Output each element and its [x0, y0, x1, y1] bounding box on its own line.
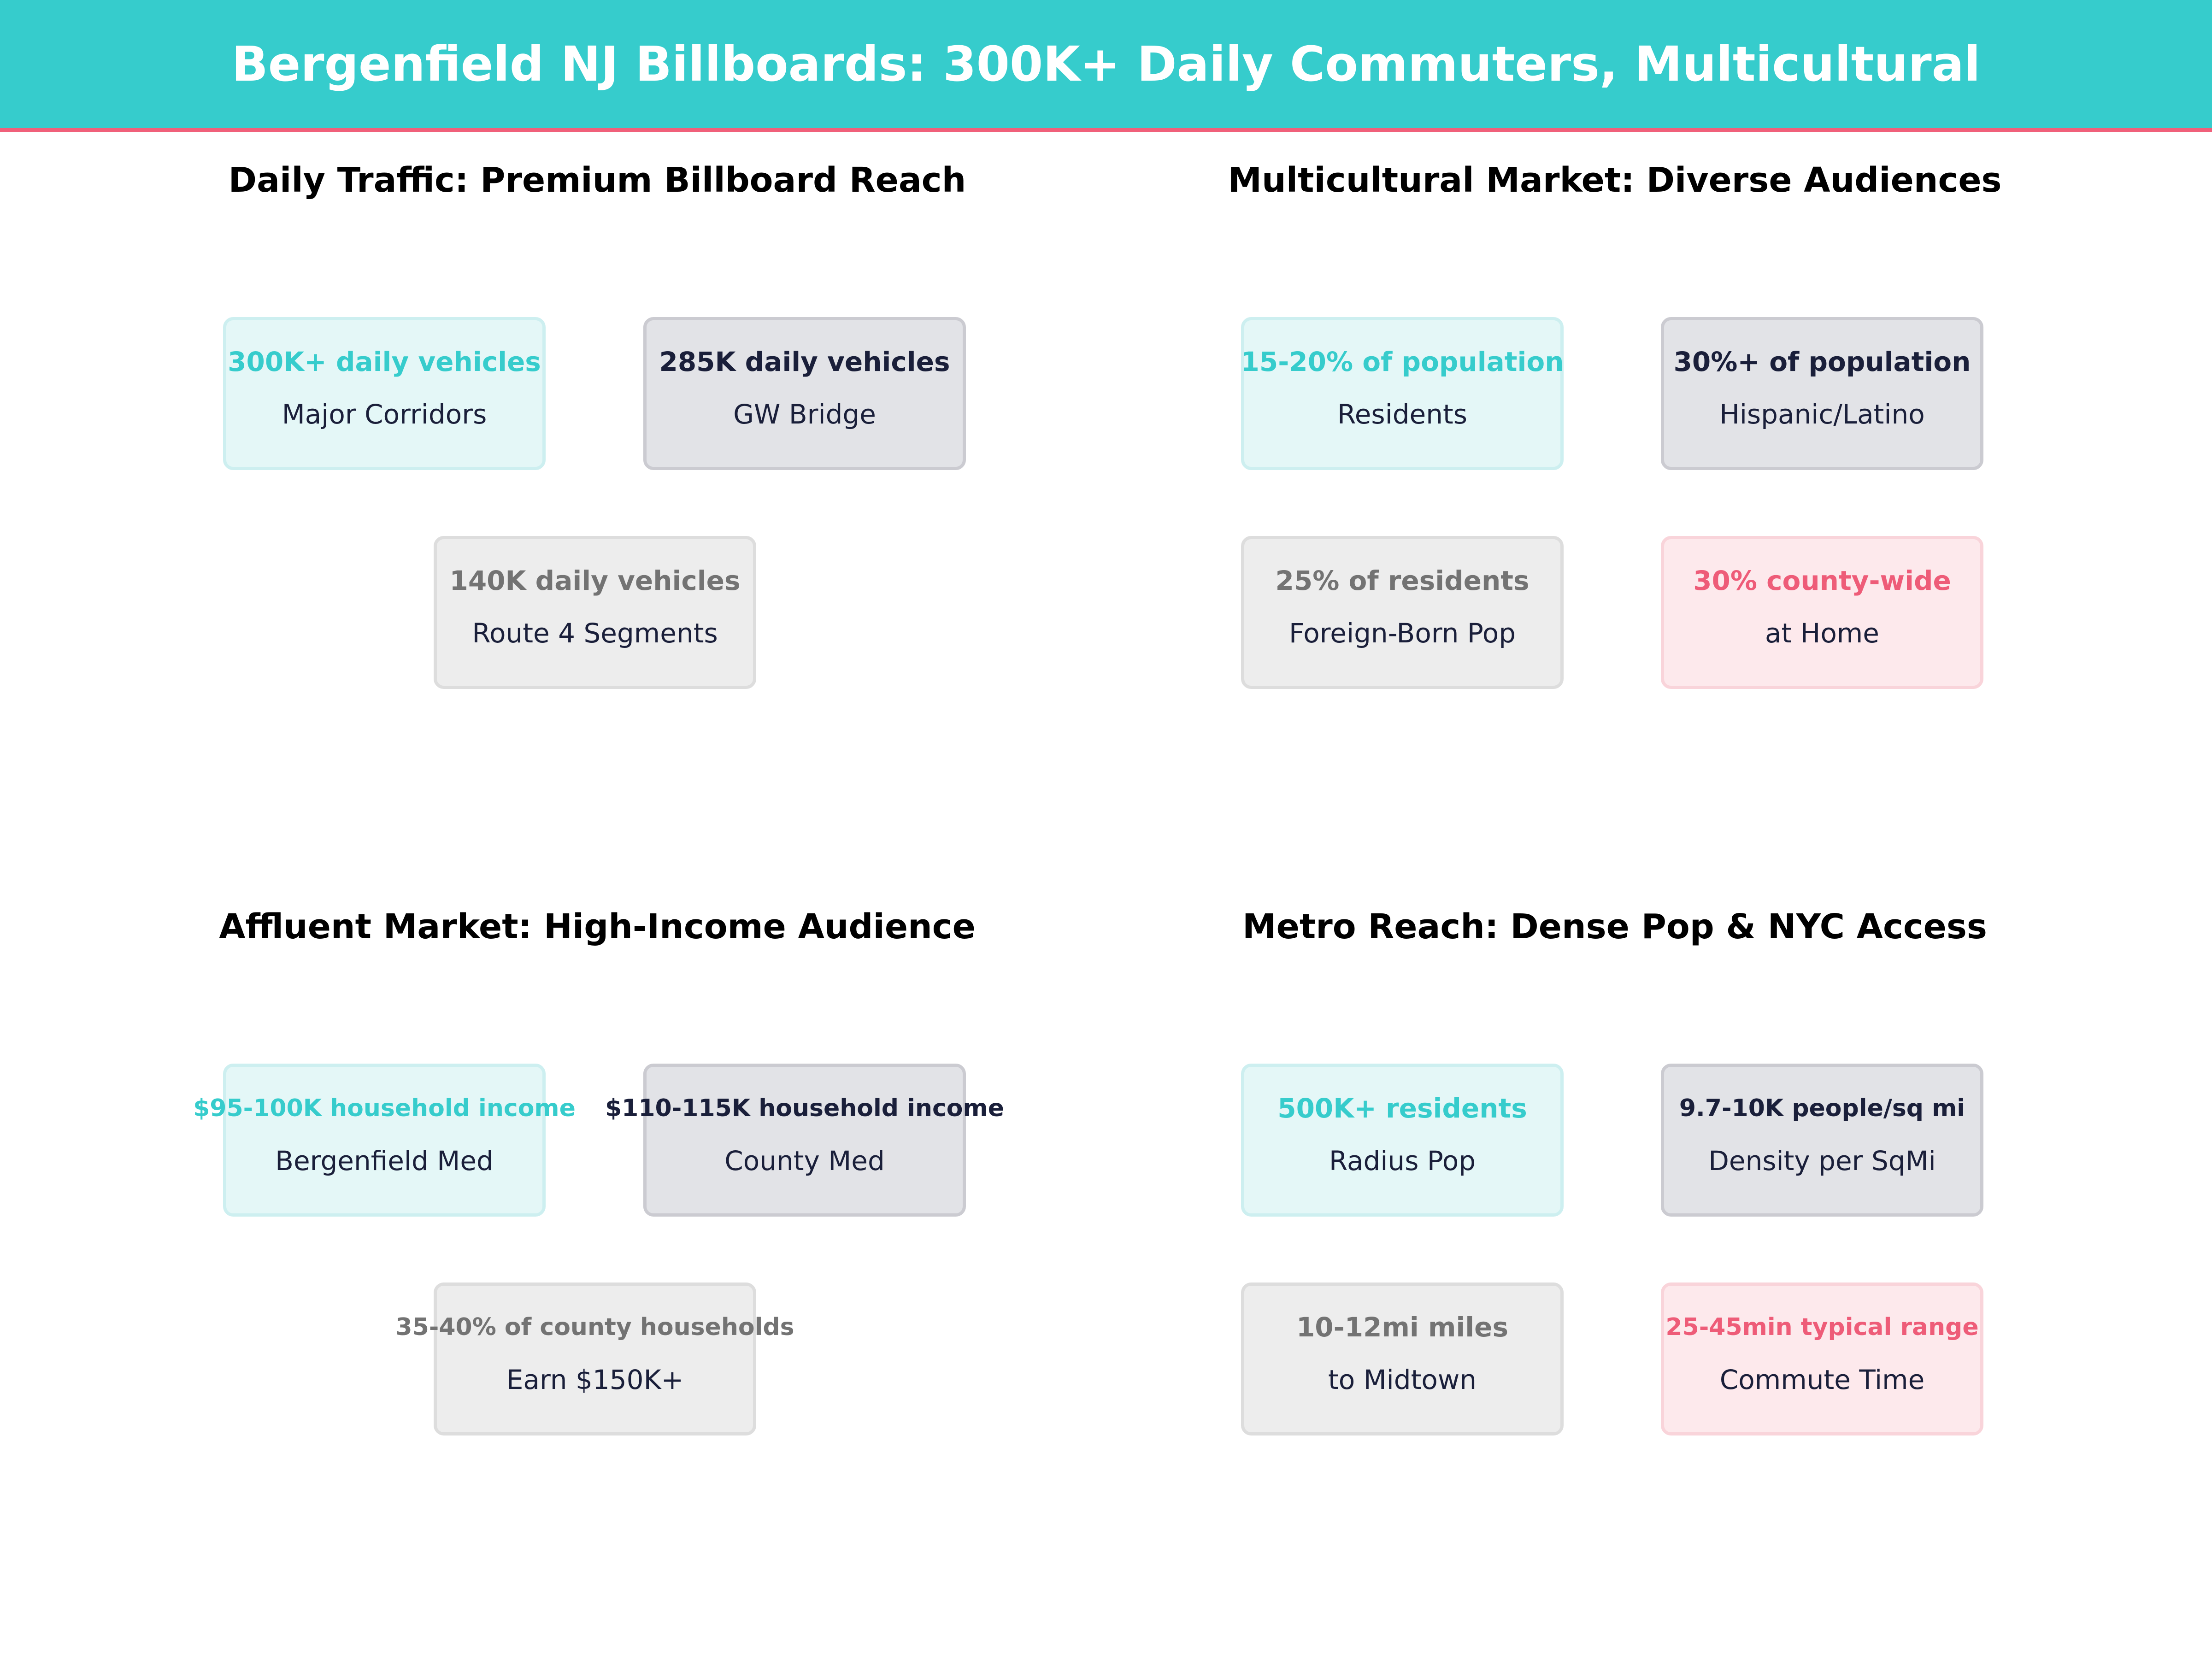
- stat-value: 35-40% of county households: [395, 1313, 794, 1341]
- stat-card-bergenfield-median-income: $95-100K household income Bergenfield Me…: [193, 1064, 576, 1217]
- header-banner: [0, 0, 2212, 128]
- stat-label: Hispanic/Latino: [1719, 399, 1925, 430]
- stat-card-residents: 15-20% of population Residents: [1241, 317, 1564, 470]
- stat-card-distance-to-midtown: 10-12mi miles to Midtown: [1241, 1282, 1564, 1435]
- stat-value: 9.7-10K people/sq mi: [1679, 1094, 1965, 1122]
- header-accent-stripe: [0, 128, 2212, 132]
- stat-label: GW Bridge: [733, 399, 876, 430]
- stat-label: Foreign-Born Pop: [1288, 618, 1516, 649]
- stat-label: Residents: [1337, 399, 1467, 430]
- stat-label: Commute Time: [1719, 1364, 1925, 1395]
- stat-value: 25-45min typical range: [1665, 1313, 1979, 1341]
- stat-label: Route 4 Segments: [472, 618, 718, 649]
- stat-label: Bergenfield Med: [275, 1145, 494, 1177]
- stat-card-hispanic-latino: 30%+ of population Hispanic/Latino: [1661, 317, 1983, 470]
- stat-value: $110-115K household income: [605, 1094, 1004, 1122]
- stat-value: 500K+ residents: [1277, 1093, 1527, 1124]
- stat-value: 30%+ of population: [1673, 346, 1971, 377]
- panel-title-affluent-market: Affluent Market: High-Income Audience: [219, 907, 976, 947]
- stat-card-language-at-home: 30% county-wide at Home: [1661, 536, 1983, 689]
- stat-label: Density per SqMi: [1708, 1145, 1936, 1177]
- stat-card-route-4: 140K daily vehicles Route 4 Segments: [434, 536, 756, 689]
- stat-label: Major Corridors: [282, 399, 487, 430]
- stat-card-commute-time: 25-45min typical range Commute Time: [1661, 1282, 1983, 1435]
- stat-value: 285K daily vehicles: [659, 346, 950, 377]
- stat-value: 30% county-wide: [1693, 565, 1951, 596]
- page-title: Bergenfield NJ Billboards: 300K+ Daily C…: [231, 36, 1981, 92]
- stat-card-high-earners: 35-40% of county households Earn $150K+: [395, 1282, 794, 1435]
- panel-title-multicultural-market: Multicultural Market: Diverse Audiences: [1228, 160, 2002, 200]
- stat-card-foreign-born: 25% of residents Foreign-Born Pop: [1241, 536, 1564, 689]
- stat-value: 25% of residents: [1275, 565, 1530, 596]
- panel-title-daily-traffic: Daily Traffic: Premium Billboard Reach: [228, 160, 966, 200]
- stat-card-density: 9.7-10K people/sq mi Density per SqMi: [1661, 1064, 1983, 1217]
- panel-title-metro-reach: Metro Reach: Dense Pop & NYC Access: [1242, 907, 1987, 947]
- stat-value: $95-100K household income: [193, 1094, 576, 1122]
- stat-label: Earn $150K+: [506, 1364, 684, 1395]
- stat-label: to Midtown: [1328, 1364, 1477, 1395]
- stat-card-county-median-income: $110-115K household income County Med: [605, 1064, 1004, 1217]
- stat-label: at Home: [1765, 618, 1879, 649]
- stat-label: County Med: [724, 1145, 885, 1177]
- stat-label: Radius Pop: [1329, 1145, 1476, 1177]
- stat-value: 15-20% of population: [1241, 346, 1564, 377]
- stat-value: 10-12mi miles: [1296, 1312, 1509, 1343]
- stat-value: 300K+ daily vehicles: [228, 346, 541, 377]
- stat-card-major-corridors: 300K+ daily vehicles Major Corridors: [223, 317, 546, 470]
- stat-value: 140K daily vehicles: [449, 565, 741, 596]
- stat-card-radius-pop: 500K+ residents Radius Pop: [1241, 1064, 1564, 1217]
- stat-card-gw-bridge: 285K daily vehicles GW Bridge: [643, 317, 966, 470]
